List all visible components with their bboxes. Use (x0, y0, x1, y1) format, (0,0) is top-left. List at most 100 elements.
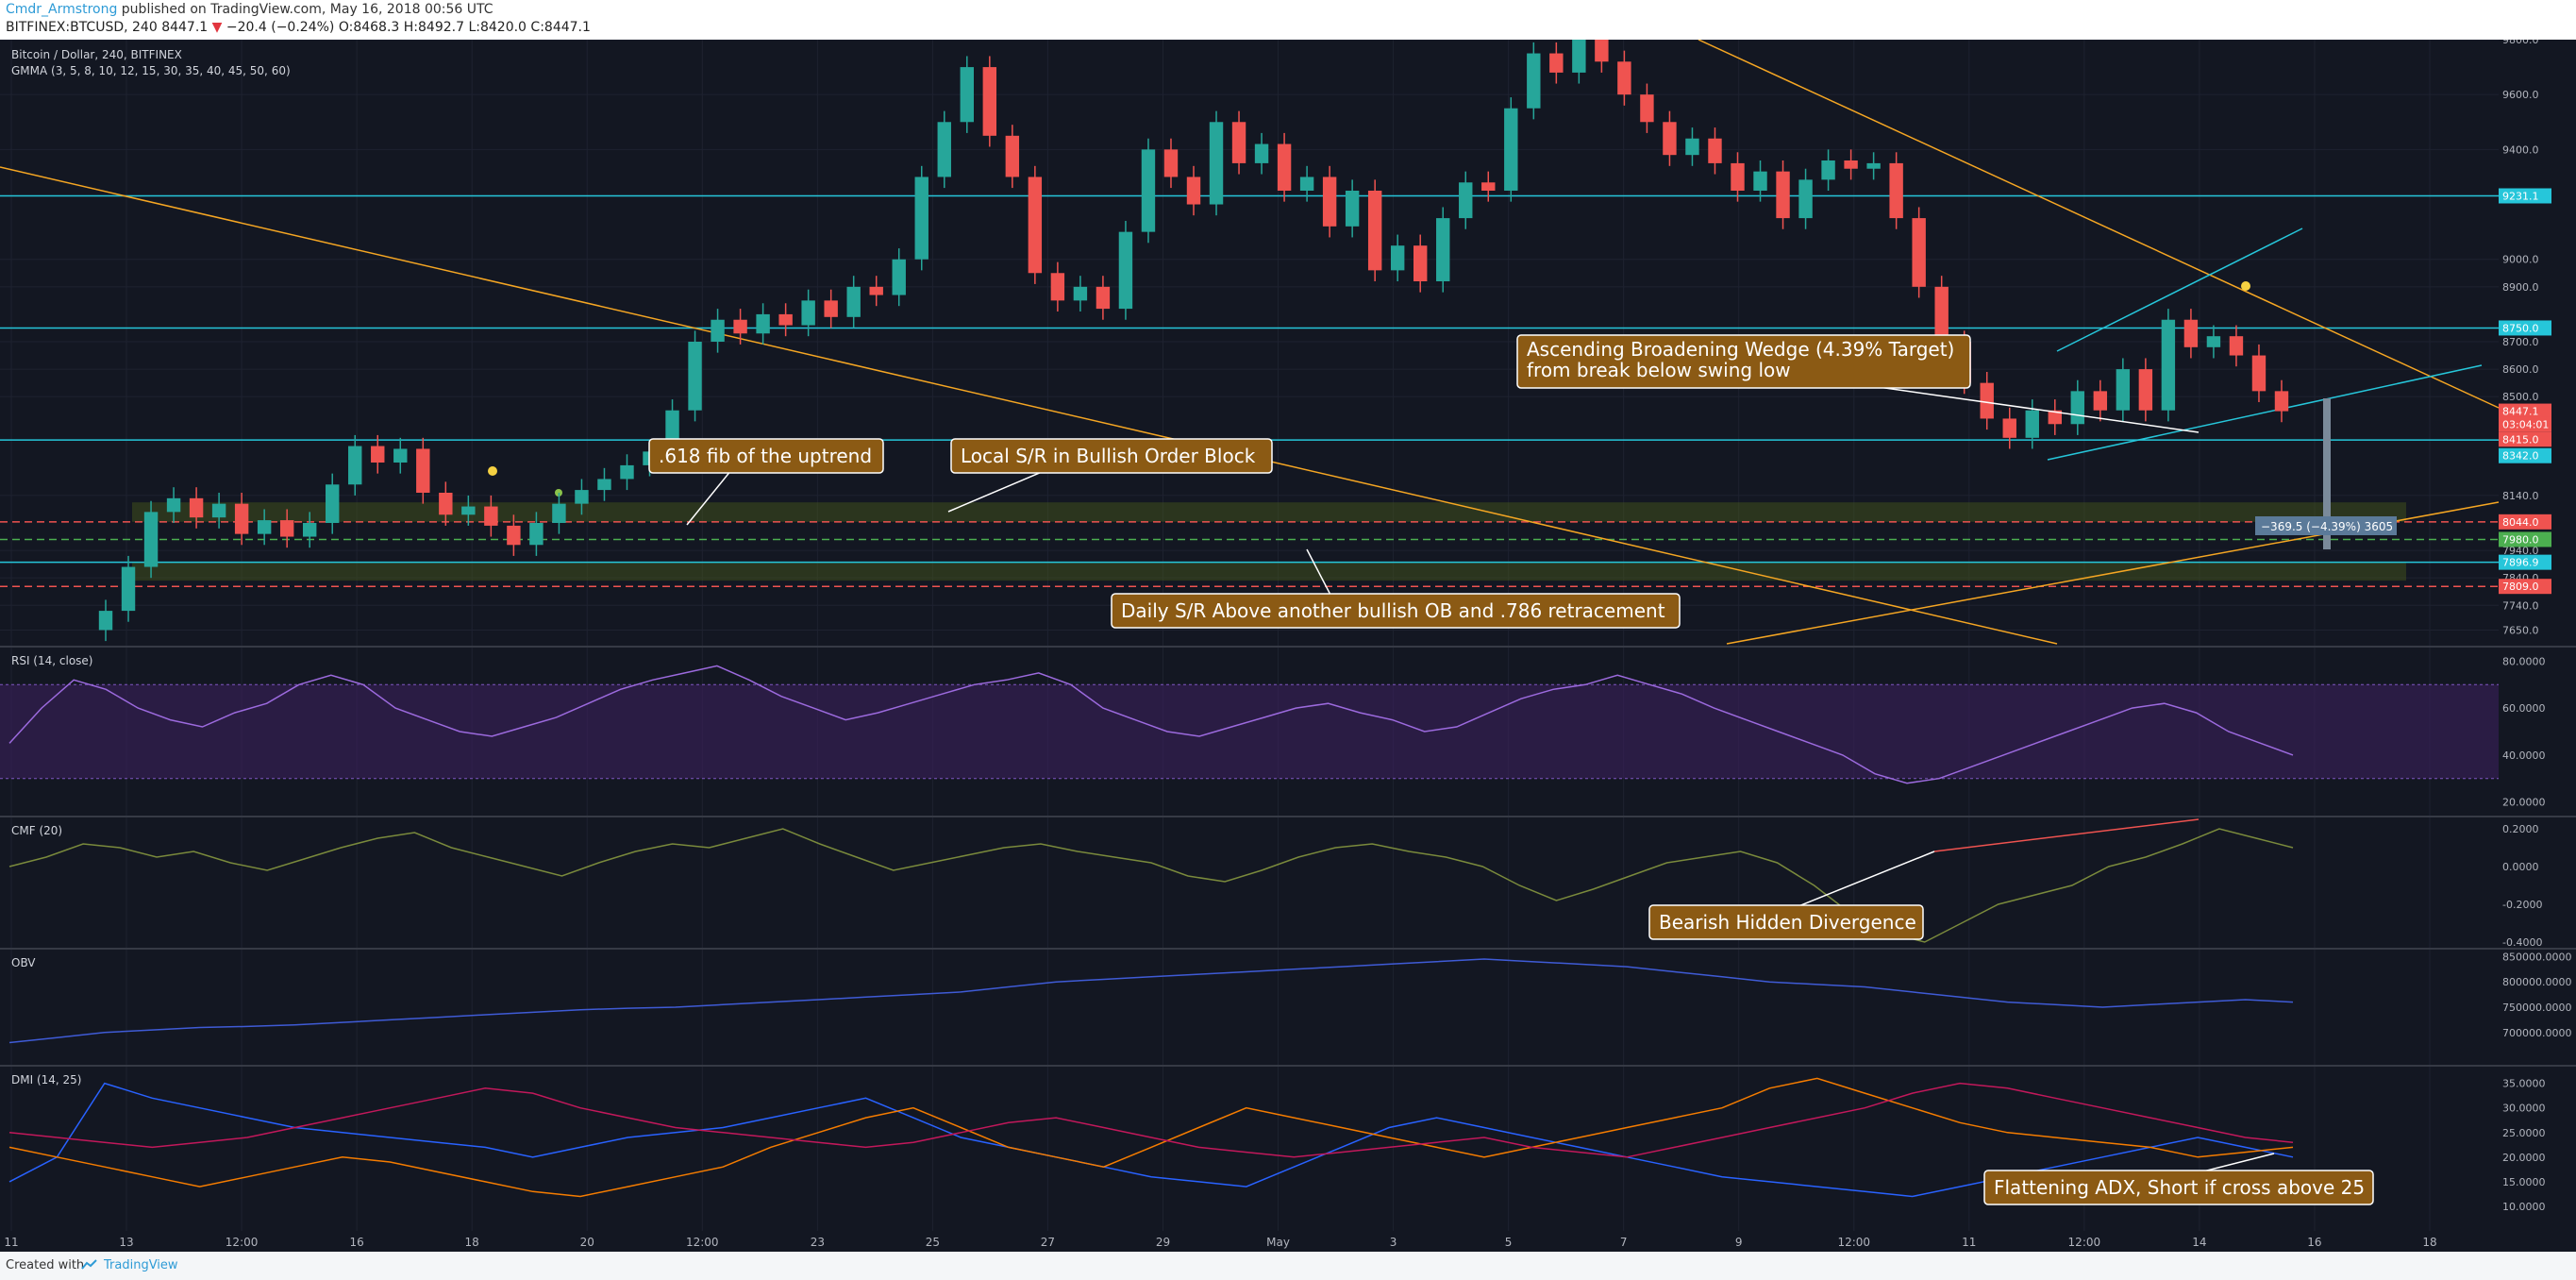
indicator-line (8, 1077, 2294, 1198)
price-tag-label: 7809.0 (2502, 581, 2539, 593)
candle-body (1481, 182, 1496, 191)
candle-body (937, 122, 951, 177)
y-tick-label: 9400.0 (2502, 143, 2539, 156)
candle-body (371, 446, 385, 463)
candle-body (1096, 286, 1111, 310)
candle-body (1527, 53, 1541, 109)
candle-body (2116, 369, 2131, 411)
x-tick-label: 12:00 (1837, 1236, 1870, 1249)
pane-y-tick-label: 700000.0000 (2502, 1027, 2571, 1039)
tradingview-brand[interactable]: TradingView (104, 1258, 178, 1272)
pane-y-tick-label: -0.2000 (2502, 899, 2542, 911)
pane-y-tick-label: 0.0000 (2502, 861, 2539, 873)
price-tag-label: 8044.0 (2502, 516, 2539, 529)
x-tick-label: 12:00 (2068, 1236, 2101, 1249)
candle-body (2251, 355, 2267, 392)
x-tick-label: 29 (1156, 1236, 1170, 1249)
pane-y-tick-label: -0.4000 (2502, 936, 2542, 949)
callout-box (1516, 334, 1971, 389)
pane-y-tick-label: 0.2000 (2502, 823, 2539, 835)
candle-body (1731, 162, 1745, 191)
price-tag-label: 8447.1 (2502, 406, 2539, 418)
indicator-title: GMMA (3, 5, 8, 10, 12, 15, 30, 35, 40, 4… (11, 64, 291, 77)
candle-body (620, 464, 634, 480)
indicator-panes: RSI (14, close) 80.0000 60.0000 40.0000 20.0… (0, 646, 2576, 1213)
candle-body (1617, 61, 1631, 95)
price-tag (2499, 403, 2551, 419)
candle-body (166, 497, 181, 513)
candle-body (1209, 122, 1224, 205)
chart-title: Bitcoin / Dollar, 240, BITFINEX (11, 48, 182, 61)
candles[interactable] (98, 40, 2289, 642)
callout-text: Daily S/R Above another bullish OB and .… (1121, 599, 1665, 622)
candle-body (1663, 122, 1677, 156)
candle-body (1980, 382, 1994, 419)
candle-body (2183, 319, 2199, 347)
x-tick-label: 13 (119, 1236, 133, 1249)
candle-body (711, 319, 725, 342)
candle-body (1005, 135, 1020, 177)
change-value: −20.4 (−0.24%) (226, 20, 335, 35)
indicator-line (8, 958, 2294, 1044)
y-tick-label: 8600.0 (2502, 363, 2539, 376)
low-value: L:8420.0 (468, 20, 527, 35)
y-tick-label: 7650.0 (2502, 624, 2539, 636)
publish-line: Cmdr_Armstrong published on TradingView.… (6, 2, 493, 17)
candle-body (1254, 143, 1269, 163)
x-tick-label: May (1266, 1236, 1290, 1249)
candle-body (302, 523, 317, 537)
chart-canvas[interactable]: −369.5 (−4.39%) 3605 RSI (14, close) 80.0… (0, 40, 2576, 1252)
candle-body (2274, 391, 2289, 412)
callout-text: Bearish Hidden Divergence (1659, 911, 1916, 934)
y-tick-label: 9600.0 (2502, 89, 2539, 101)
symbol-label: BITFINEX:BTCUSD, 240 (6, 20, 158, 35)
candle-body (1889, 162, 1903, 219)
close-value: C:8447.1 (530, 20, 591, 35)
candle-body (892, 259, 906, 295)
callout-text: Flattening ADX, Short if cross above 25 (1994, 1176, 2365, 1199)
price-tag-label: 8415.0 (2502, 433, 2539, 446)
candle-body (1073, 286, 1088, 301)
candle-body (1345, 191, 1360, 227)
x-tick-label: 23 (811, 1236, 825, 1249)
x-tick-label: 27 (1041, 1236, 1055, 1249)
pane-y-tick-label: 40.0000 (2502, 749, 2546, 762)
candle-body (1141, 149, 1156, 232)
candle-body (1753, 171, 1767, 191)
pane-y-tick-label: 15.0000 (2502, 1176, 2546, 1188)
candle-body (1640, 94, 1654, 123)
down-arrow-icon: ▼ (211, 20, 223, 35)
candle-body (1299, 177, 1314, 191)
candle-body (1912, 218, 1926, 287)
candle-body (1028, 177, 1043, 274)
x-tick-label: 16 (350, 1236, 364, 1249)
candle-body (529, 523, 544, 546)
callout-box (1111, 593, 1681, 629)
open-value: O:8468.3 (338, 20, 400, 35)
candle-body (733, 319, 747, 334)
candle-body (348, 446, 362, 485)
y-tick-label: 8140.0 (2502, 490, 2539, 502)
candle-body (1367, 191, 1382, 271)
candle-body (1708, 138, 1722, 163)
pane-y-tick-label: 35.0000 (2502, 1078, 2546, 1090)
measure-label: −369.5 (−4.39%) 3605 (2261, 520, 2393, 533)
candle-body (257, 520, 272, 534)
pane-title: RSI (14, close) (11, 654, 92, 667)
candle-body (1050, 273, 1065, 301)
x-tick-label: 3 (1390, 1236, 1397, 1249)
x-tick-label: 12:00 (226, 1236, 259, 1249)
candle-body (1186, 177, 1201, 205)
candle-body (575, 490, 589, 504)
candle-body (1866, 162, 1881, 169)
price-tag (2499, 531, 2551, 547)
candle-body (778, 313, 793, 326)
pane-y-tick-label: 20.0000 (2502, 1152, 2546, 1164)
price-tag (2499, 188, 2551, 204)
candle-body (1844, 160, 1858, 169)
annotations: .618 fib of the uptrend Local S/R in Bull… (648, 334, 2374, 1205)
x-tick-label: 14 (2192, 1236, 2206, 1249)
candle-body (121, 566, 136, 612)
x-tick-label: 25 (926, 1236, 940, 1249)
author-link[interactable]: Cmdr_Armstrong (6, 2, 118, 17)
